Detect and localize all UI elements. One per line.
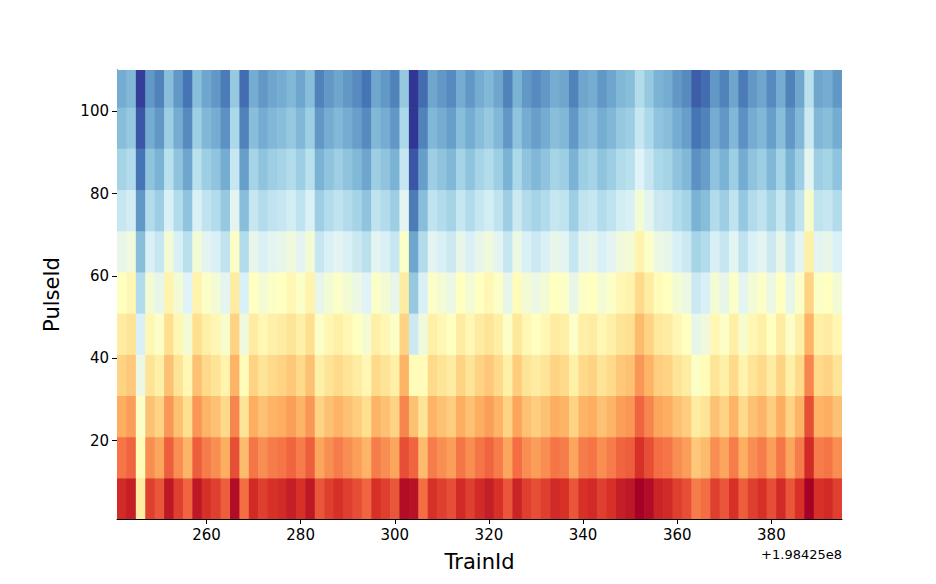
- svg-text:260: 260: [192, 526, 221, 544]
- svg-text:280: 280: [286, 526, 315, 544]
- svg-text:60: 60: [90, 267, 109, 285]
- svg-text:TrainId: TrainId: [444, 550, 515, 574]
- svg-text:320: 320: [475, 526, 504, 544]
- svg-text:80: 80: [90, 185, 109, 203]
- svg-text:360: 360: [663, 526, 692, 544]
- svg-text:+1.98425e8: +1.98425e8: [761, 547, 842, 562]
- svg-text:100: 100: [80, 102, 109, 120]
- svg-text:340: 340: [569, 526, 598, 544]
- svg-text:PulseId: PulseId: [40, 257, 64, 332]
- svg-text:380: 380: [757, 526, 786, 544]
- svg-text:40: 40: [90, 349, 109, 367]
- svg-text:300: 300: [380, 526, 409, 544]
- svg-text:20: 20: [90, 432, 109, 450]
